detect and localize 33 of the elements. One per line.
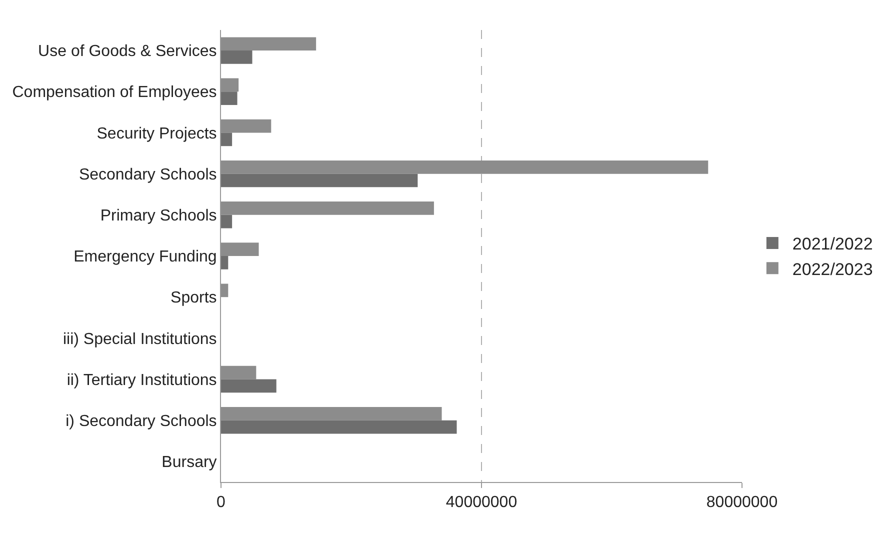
bar (221, 78, 239, 92)
y-tick-label: Primary Schools (100, 208, 217, 225)
y-tick-label: ii) Tertiary Institutions (66, 372, 217, 389)
y-tick-label: Sports (170, 290, 217, 307)
bar (221, 119, 272, 133)
x-tick-label: 0 (216, 494, 226, 512)
y-tick-label: Secondary Schools (78, 166, 217, 184)
y-tick-label: iii) Special Institutions (62, 330, 217, 348)
x-tick-label: 40000000 (446, 494, 518, 512)
bar (221, 50, 252, 64)
bar (221, 242, 259, 256)
bar (221, 202, 434, 215)
y-tick-label: Compensation of Employees (12, 84, 217, 102)
bar (221, 37, 316, 51)
x-tick-label: 80000000 (706, 494, 778, 512)
bar (221, 379, 276, 393)
bar (221, 420, 457, 434)
y-tick-label: i) Secondary Schools (66, 412, 217, 430)
bar (221, 132, 232, 146)
y-tick-label: Use of Goods & Services (38, 43, 217, 60)
bar (221, 214, 232, 228)
y-tick-label: Emergency Funding (74, 248, 217, 266)
legend-label: 2021/2022 (792, 234, 873, 254)
bar (221, 366, 256, 380)
legend-label: 2022/2023 (792, 260, 873, 279)
bar (221, 284, 228, 298)
bar (221, 92, 238, 105)
y-tick-label: Bursary (162, 454, 217, 472)
bar (221, 160, 708, 174)
bar (221, 174, 418, 188)
bar (221, 256, 228, 270)
y-tick-label: Security Projects (96, 125, 217, 142)
bar (221, 407, 442, 420)
